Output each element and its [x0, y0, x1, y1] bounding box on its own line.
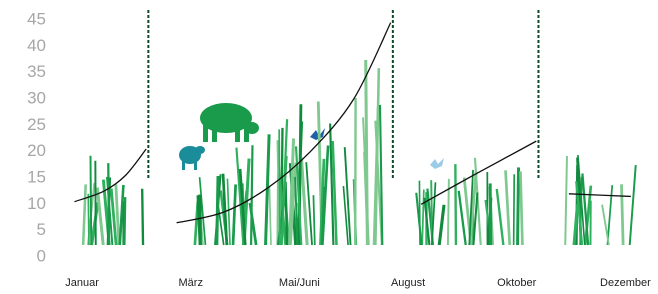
butterfly-icon [430, 158, 444, 169]
grass-blade [422, 190, 424, 245]
page: {"chart_data": {"type": "line", "xlim": … [0, 0, 658, 294]
grass-blade [313, 195, 314, 245]
grass-blade [520, 171, 522, 245]
grass-blade [108, 163, 109, 245]
x-tick-label: Dezember [600, 277, 651, 289]
grass-blade [621, 184, 623, 245]
grass-blade [439, 205, 444, 245]
y-tick-label: 45 [27, 9, 46, 28]
grass-blade [97, 187, 103, 245]
grass-blade [565, 156, 567, 245]
grass-blade [90, 156, 91, 245]
grass-blade [269, 187, 271, 245]
grass-blade [124, 197, 125, 245]
grass-blade [630, 165, 636, 245]
x-tick-label: Januar [65, 277, 99, 289]
grass-blade [227, 179, 230, 245]
x-tick-label: Oktober [497, 277, 536, 289]
grass-blade [286, 182, 287, 245]
grass-blade [217, 176, 218, 245]
sheep-icon [179, 146, 205, 170]
grass-blade [233, 184, 236, 245]
y-tick-label: 35 [27, 62, 46, 81]
grass-blade [455, 164, 456, 245]
grass-blade [142, 189, 143, 245]
grass-blade [602, 205, 609, 245]
y-tick-label: 0 [37, 246, 46, 265]
x-tick-label: Mai/Juni [279, 277, 320, 289]
grass-blade [506, 170, 510, 245]
grass-blade [223, 174, 227, 245]
x-tick-label: August [391, 277, 425, 289]
grass-blade [514, 174, 515, 245]
cow-icon [200, 103, 259, 142]
y-tick-label: 30 [27, 88, 46, 107]
chart: 0 5 10 15 20 25 30 35 40 45 Januar März Mai/Juni Augu… [0, 0, 658, 294]
grass-blade [518, 167, 519, 245]
x-tick-label: März [179, 277, 203, 289]
grass-blade [88, 194, 89, 245]
grass-blade [279, 129, 280, 245]
grass-blade [490, 183, 491, 245]
y-tick-label: 15 [27, 167, 46, 186]
grass-blade [459, 191, 466, 245]
grass-blade [198, 195, 200, 245]
grass-blade [83, 184, 86, 245]
y-tick-label: 10 [27, 194, 46, 213]
y-tick-label: 25 [27, 115, 46, 134]
grass-blade [251, 145, 252, 245]
y-tick-label: 20 [27, 141, 46, 160]
grass-blade [497, 189, 504, 245]
y-tick-label: 40 [27, 36, 46, 55]
y-tick-label: 5 [37, 220, 46, 239]
